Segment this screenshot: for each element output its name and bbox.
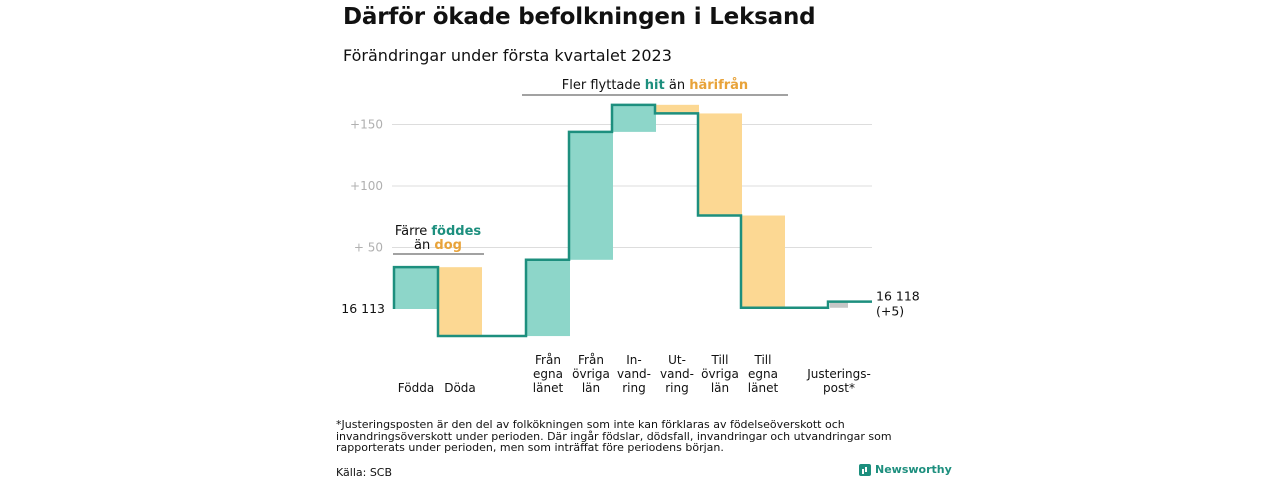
waterfall-bar	[569, 131, 613, 260]
waterfall-bar	[394, 267, 438, 309]
start-value-label: 16 113	[341, 301, 385, 316]
category-label: ring	[665, 381, 689, 395]
newsworthy-icon	[859, 463, 871, 476]
end-change-label: (+5)	[876, 304, 904, 319]
category-label: Döda	[444, 381, 476, 395]
category-label: Från	[578, 353, 604, 367]
category-label: Födda	[398, 381, 434, 395]
annotation-migration: Fler flyttade hit än härifrån	[562, 78, 748, 93]
annotation-births-line2: än dog	[414, 238, 462, 253]
waterfall-bar	[698, 113, 742, 216]
waterfall-bar	[655, 104, 699, 114]
category-label: länet	[533, 381, 564, 395]
category-label: länet	[748, 381, 779, 395]
category-label: post*	[823, 381, 855, 395]
category-label: egna	[533, 367, 563, 381]
end-value-label: 16 118	[876, 289, 920, 304]
chart-title: Därför ökade befolkningen i Leksand	[343, 4, 816, 30]
category-label: In-	[626, 353, 641, 367]
category-label: egna	[748, 367, 778, 381]
category-label: län	[582, 381, 600, 395]
category-label: övriga	[572, 367, 610, 381]
category-label: vand-	[660, 367, 694, 381]
category-label: Justerings-	[806, 367, 871, 381]
category-label: ring	[622, 381, 646, 395]
chart-subtitle: Förändringar under första kvartalet 2023	[343, 46, 672, 65]
category-label: Till	[754, 353, 772, 367]
footnote: *Justeringsposten är den del av folkökni…	[336, 418, 892, 454]
category-label: Till	[711, 353, 729, 367]
y-tick-label: + 50	[354, 241, 383, 255]
category-label: övriga	[701, 367, 739, 381]
category-label: län	[711, 381, 729, 395]
category-label: Från	[535, 353, 561, 367]
waterfall-bar	[741, 215, 785, 308]
cumulative-step-line	[392, 103, 872, 338]
brand-label: Newsworthy	[875, 463, 952, 476]
annotation-births-line1: Färre föddes	[395, 224, 482, 239]
waterfall-bar	[830, 301, 848, 308]
category-label: Ut-	[668, 353, 686, 367]
y-tick-label: +150	[350, 118, 383, 132]
waterfall-bar	[526, 259, 570, 337]
y-tick-label: +100	[350, 179, 383, 193]
source-text: Källa: SCB	[336, 466, 393, 479]
category-label: vand-	[617, 367, 651, 381]
waterfall-bar	[438, 267, 482, 337]
newsworthy-logo[interactable]: Newsworthy	[859, 463, 952, 476]
waterfall-bar	[612, 104, 656, 132]
